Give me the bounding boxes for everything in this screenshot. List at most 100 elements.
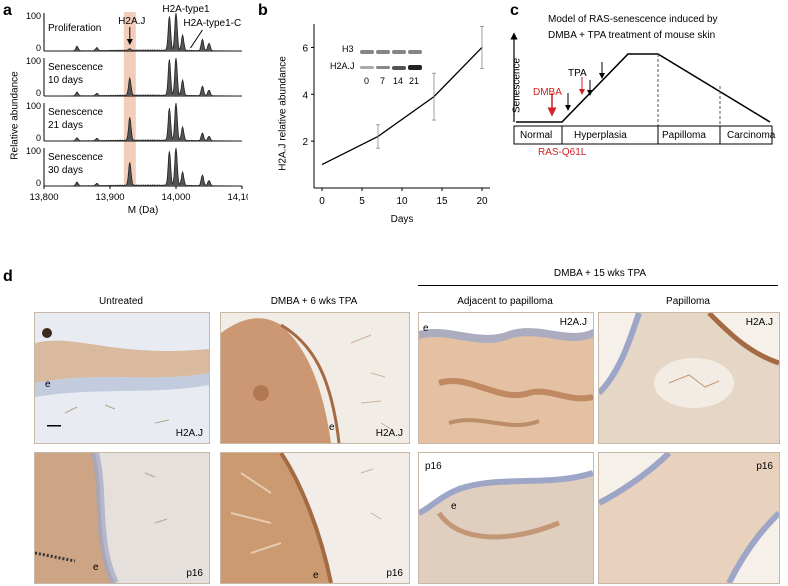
peak-label-h2aj: H2A.J [118, 16, 145, 27]
stain-label-h2aj-dmba6: H2A.J [375, 428, 403, 439]
trace-label: Senescence [48, 107, 103, 118]
b-xtick-label: 10 [396, 196, 408, 207]
blot-lane-0: 0 [364, 76, 370, 86]
stage-hyperplasia: Hyperplasia [574, 130, 627, 141]
micrograph-untreated-p16: p16 e [34, 452, 210, 584]
blot-lane-7: 7 [380, 76, 386, 86]
mass-spec-chart: 100 0 Proliferation 100 0 Senescence 10 days 10… [26, 4, 248, 216]
trace-label: Senescence [48, 62, 103, 73]
epi-marker-adjacent-h2aj: e [423, 323, 429, 334]
panel-c-title-line1: Model of RAS-senescence induced by [548, 14, 718, 25]
column-adjacent: Adjacent to papilloma [457, 296, 553, 307]
micrograph-untreated-h2aj: H2A.J e [34, 312, 210, 444]
blot-lane-14: 14 [393, 76, 404, 86]
epi-marker-dmba6-h2aj: e [329, 422, 335, 433]
panel-letter-c: c [510, 2, 519, 19]
blot-band-h3-0 [360, 50, 374, 54]
group-header-rule [418, 285, 778, 286]
peak-arrowhead-h2aj [126, 39, 133, 45]
dmba-label: DMBA [533, 87, 562, 98]
xtick-label: 13,900 [95, 192, 124, 203]
panel-b-ylabel: H2A.J relative abundance [277, 56, 289, 171]
stain-label-h2aj-adjacent: H2A.J [559, 317, 587, 328]
stain-label-h2aj-untreated: H2A.J [175, 428, 203, 439]
ytick-label: 100 [26, 101, 41, 111]
micrograph-dmba6-p16: p16 e [220, 452, 410, 584]
column-untreated: Untreated [99, 296, 143, 307]
trace-label: Proliferation [48, 23, 101, 34]
blot-band-h2aj-21 [408, 65, 422, 70]
epi-marker-dmba6-p16: e [313, 570, 319, 581]
b-xtick-label: 15 [436, 196, 448, 207]
blot-band-h2aj-14 [392, 66, 406, 70]
h2aj-line-chart: 2 4 6 0 5 10 15 20 Days [302, 24, 490, 225]
ytick-label: 100 [26, 56, 41, 66]
blot-label-h2aj: H2A.J [330, 61, 355, 71]
peak-label-type1c: H2A-type1-C [183, 18, 241, 29]
stage-papilloma: Papilloma [662, 130, 706, 141]
stain-label-h2aj-papilloma: H2A.J [745, 317, 773, 328]
xtick-label: 14,100 [227, 192, 248, 203]
blot-band-h2aj-7 [376, 66, 390, 69]
epi-marker-adjacent-p16: e [451, 501, 457, 512]
stain-label-p16-untreated: p16 [186, 568, 203, 579]
micrograph-adjacent-h2aj: H2A.J e [418, 312, 594, 444]
blot-band-h3-7 [376, 50, 390, 54]
column-papilloma: Papilloma [666, 296, 710, 307]
trace-label: 10 days [48, 75, 83, 86]
blot-band-h2aj-0 [360, 66, 374, 69]
h2aj-series-line [321, 46, 483, 166]
western-blot-inset: H3 H2A.J 0 7 14 21 [330, 44, 430, 96]
trace-label: 21 days [48, 120, 83, 131]
peak-arrow-type1c [190, 29, 203, 49]
trace-label: Senescence [48, 152, 103, 163]
blot-band-h3-21 [408, 50, 422, 54]
ytick-label: 0 [36, 43, 41, 53]
b-xtick-label: 20 [476, 196, 488, 207]
b-ytick-label: 2 [302, 137, 308, 148]
trace-label: 30 days [48, 165, 83, 176]
blot-band-h3-14 [392, 50, 406, 54]
b-ytick-label: 4 [302, 90, 308, 101]
peak-label-type1: H2A-type1 [162, 4, 210, 15]
stain-label-p16-dmba6: p16 [386, 568, 403, 579]
b-xtick-label: 0 [319, 196, 325, 207]
stage-normal: Normal [520, 130, 553, 141]
ytick-label: 100 [26, 146, 41, 156]
panel-letter-d: d [3, 268, 13, 285]
panel-letter-a: a [3, 2, 12, 19]
ytick-label: 100 [26, 11, 41, 21]
ytick-label: 0 [36, 178, 41, 188]
spectrum-trace [44, 147, 243, 187]
blot-label-h3: H3 [342, 44, 354, 54]
b-xtick-label: 5 [359, 196, 365, 207]
panel-letter-b: b [258, 2, 268, 19]
ytick-label: 0 [36, 133, 41, 143]
group-header: DMBA + 15 wks TPA [553, 268, 647, 279]
ras-label: RAS-Q61L [538, 147, 587, 158]
micrograph-adjacent-p16: p16 e [418, 452, 594, 584]
micrograph-papilloma-h2aj: H2A.J [598, 312, 780, 444]
stain-label-p16-papilloma: p16 [756, 461, 773, 472]
panel-c-title-line2: DMBA + TPA treatment of mouse skin [548, 30, 716, 41]
xtick-label: 14,000 [161, 192, 190, 203]
micrograph-papilloma-p16: p16 [598, 452, 780, 584]
senescence-model-diagram [510, 32, 773, 145]
micrograph-dmba6-h2aj: H2A.J e [220, 312, 410, 444]
spectrum-trace [44, 102, 243, 142]
column-dmba-6wks: DMBA + 6 wks TPA [270, 296, 358, 307]
stage-carcinoma: Carcinoma [727, 130, 776, 141]
xaxis-label: M (Da) [128, 205, 159, 216]
b-ytick-label: 6 [302, 43, 308, 54]
b-xaxis-label: Days [391, 214, 414, 225]
epi-marker-untreated-h2aj: e [45, 379, 51, 390]
spectrum-trace [44, 57, 243, 97]
ytick-label: 0 [36, 88, 41, 98]
spectrum-trace [44, 12, 243, 52]
blot-lane-21: 21 [409, 76, 420, 86]
xtick-label: 13,800 [29, 192, 58, 203]
h2aj-highlight-band [123, 12, 136, 186]
tpa-label: TPA [568, 68, 587, 79]
stain-label-p16-adjacent: p16 [425, 461, 442, 472]
epi-marker-untreated-p16: e [93, 562, 99, 573]
